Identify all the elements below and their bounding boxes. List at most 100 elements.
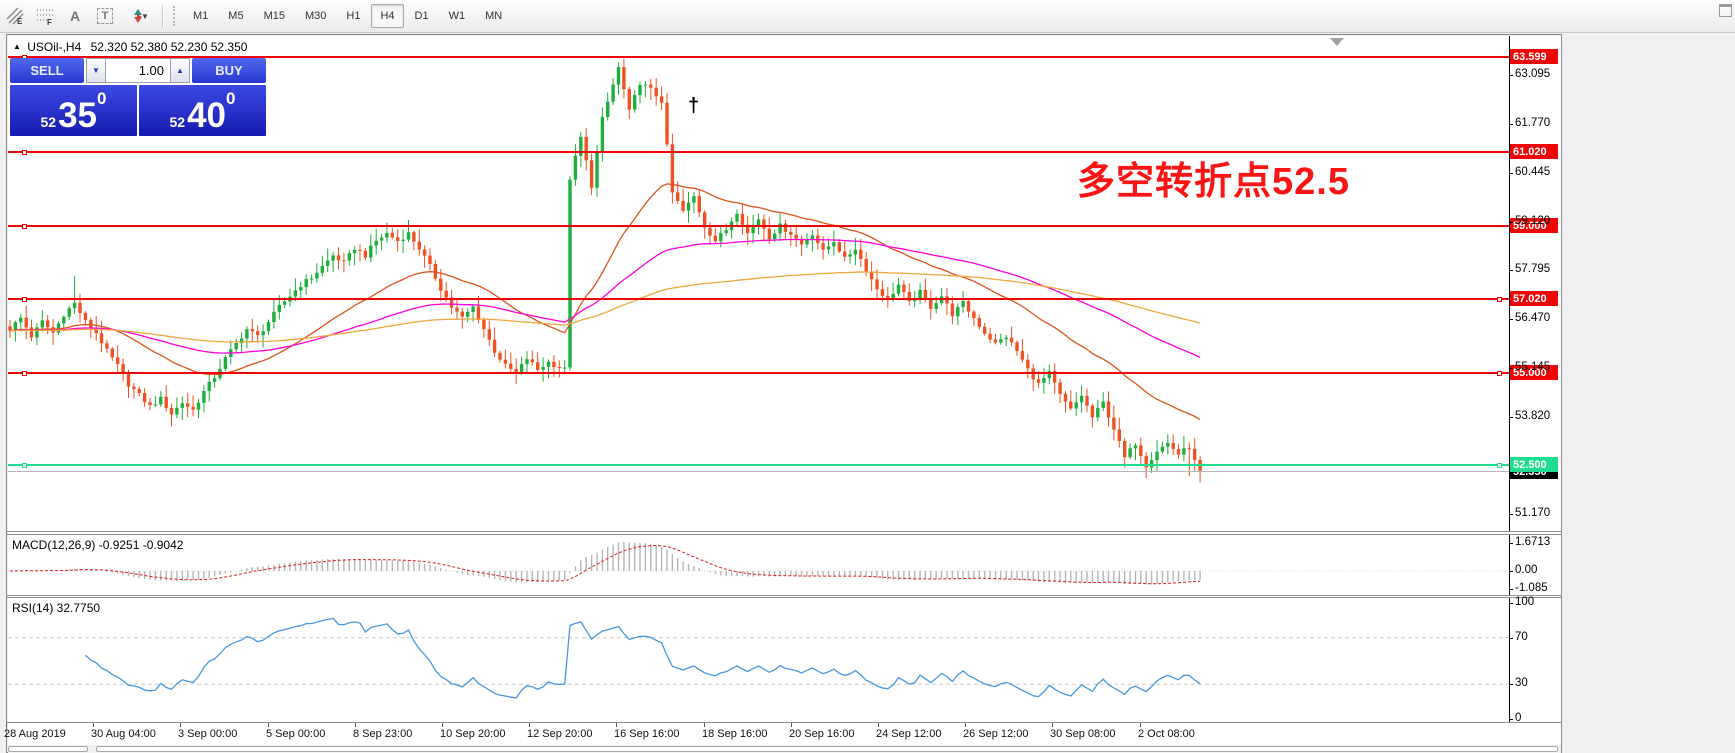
- text-tool-button[interactable]: A: [60, 4, 90, 28]
- pane-separator[interactable]: [7, 534, 1561, 535]
- rsi-tick-label: 100: [1515, 596, 1535, 608]
- arrows-tool-button[interactable]: ▼: [120, 4, 158, 28]
- hline-61.020[interactable]: [8, 151, 1509, 153]
- time-tick-mark: [1052, 723, 1053, 727]
- volume-decrease-button[interactable]: ▼: [86, 58, 106, 83]
- hline-55.000[interactable]: [8, 372, 1509, 374]
- time-tick-mark: [791, 723, 792, 727]
- scroll-to-end-icon[interactable]: [1330, 38, 1344, 46]
- svg-text:F: F: [47, 18, 52, 26]
- timeframe-mn-button[interactable]: MN: [485, 10, 503, 22]
- symbol-period-label: USOil-,H4: [27, 40, 82, 54]
- collapse-triangle-icon[interactable]: ▲: [13, 42, 21, 51]
- buy-price-big-figure: 52: [169, 114, 186, 130]
- timeframe-h4-button[interactable]: H4: [371, 4, 404, 28]
- price-tick-label: 57.795: [1515, 263, 1551, 275]
- price-level-badge: 55.000: [1510, 365, 1558, 380]
- hline-59.000[interactable]: [8, 225, 1509, 227]
- rsi-tick-label: 30: [1515, 677, 1528, 689]
- dropdown-caret-icon: ▼: [141, 11, 149, 21]
- hline-anchor[interactable]: [22, 150, 27, 155]
- macd-signal-line: [9, 544, 1201, 585]
- timeframe-m1-button[interactable]: M1: [193, 10, 209, 22]
- time-label: 26 Sep 12:00: [963, 728, 1029, 740]
- toolbar-separator: [162, 5, 164, 27]
- timeframe-m30-button[interactable]: M30: [304, 10, 327, 22]
- price-tick-label: 60.445: [1515, 166, 1551, 178]
- time-label: 30 Sep 08:00: [1050, 728, 1116, 740]
- hline-anchor[interactable]: [22, 224, 27, 229]
- hline-63.599[interactable]: [8, 56, 1509, 58]
- hline-52.500[interactable]: [8, 464, 1509, 466]
- pane-separator[interactable]: [7, 597, 1561, 598]
- price-axis-border[interactable]: [1509, 36, 1510, 531]
- macd-tick-label: -1.085: [1515, 582, 1548, 594]
- price-level-badge: 63.599: [1510, 49, 1558, 64]
- pane-separator[interactable]: [7, 531, 1561, 532]
- sell-button[interactable]: SELL: [10, 58, 84, 83]
- dagger-marker-icon[interactable]: †: [688, 95, 700, 117]
- hline-anchor[interactable]: [1497, 297, 1502, 302]
- price-level-badge: 52.500: [1510, 457, 1558, 472]
- time-tick-mark: [93, 723, 94, 727]
- ma-fast-line: [9, 183, 1201, 421]
- price-tick-mark: [1509, 222, 1513, 223]
- volume-increase-button[interactable]: ▲: [170, 58, 190, 83]
- price-level-badge: 59.000: [1510, 218, 1558, 233]
- label-tool-button[interactable]: T: [90, 4, 120, 28]
- rsi-tick-mark: [1509, 603, 1513, 604]
- hline-anchor[interactable]: [1497, 371, 1502, 376]
- time-tick-mark: [878, 723, 879, 727]
- buy-button[interactable]: BUY: [192, 58, 266, 83]
- rsi-chart[interactable]: [8, 598, 1509, 722]
- price-tick-mark: [1509, 514, 1513, 515]
- hline-57.020[interactable]: [8, 298, 1509, 300]
- grid-f-tool-button[interactable]: F: [30, 4, 60, 28]
- time-label: 16 Sep 16:00: [614, 728, 680, 740]
- macd-tick-label: 0.00: [1515, 564, 1538, 576]
- window-frame-top: [6, 34, 1562, 35]
- timeframe-m5-button[interactable]: M5: [228, 10, 244, 22]
- price-tick-mark: [1509, 75, 1513, 76]
- hline-anchor[interactable]: [22, 463, 27, 468]
- macd-tick-mark: [1509, 571, 1513, 572]
- price-tick-mark: [1509, 417, 1513, 418]
- timeframe-h1-button[interactable]: H1: [346, 10, 361, 22]
- sell-button-label: SELL: [30, 63, 64, 78]
- chart-text-annotation[interactable]: 多空转折点52.5: [1077, 161, 1350, 203]
- window-restore-icon[interactable]: [1719, 4, 1732, 17]
- price-tick-label: 51.170: [1515, 507, 1551, 519]
- macd-tick-mark: [1509, 589, 1513, 590]
- volume-stepper: ▼ ▲: [86, 58, 190, 83]
- price-tick-mark: [1509, 368, 1513, 369]
- scrollbar-thumb[interactable]: [96, 746, 1558, 752]
- toolbar-drag-handle[interactable]: [173, 6, 178, 26]
- macd-chart[interactable]: [8, 535, 1509, 594]
- hline-anchor[interactable]: [22, 371, 27, 376]
- time-tick-mark: [1140, 723, 1141, 727]
- timeframe-m15-button[interactable]: M15: [263, 10, 285, 22]
- buy-price-button[interactable]: 52 40 0: [139, 85, 266, 136]
- macd-tick-label: 1.6713: [1515, 536, 1551, 548]
- time-tick-mark: [965, 723, 966, 727]
- pane-separator[interactable]: [7, 595, 1561, 596]
- volume-input[interactable]: [106, 58, 170, 83]
- hline-anchor[interactable]: [22, 297, 27, 302]
- price-tick-label: 55.145: [1515, 361, 1551, 373]
- price-tick-mark: [1509, 124, 1513, 125]
- time-label: 10 Sep 20:00: [440, 728, 506, 740]
- timeframe-group: M1 M5 M15 M30 H1 H4 D1 W1 MN: [183, 4, 512, 28]
- sell-price-button[interactable]: 52 35 0: [10, 85, 137, 136]
- timeframe-w1-button[interactable]: W1: [448, 10, 466, 22]
- hline-anchor[interactable]: [1497, 463, 1502, 468]
- ma-mid-line: [9, 238, 1201, 358]
- window-frame-left: [6, 34, 7, 753]
- scrollbar-left-segment[interactable]: [8, 746, 88, 752]
- time-tick-mark: [529, 723, 530, 727]
- timeframe-d1-button[interactable]: D1: [414, 10, 429, 22]
- price-tick-label: 59.120: [1515, 215, 1551, 227]
- channel-e-tool-button[interactable]: E: [0, 4, 30, 28]
- time-label: 24 Sep 12:00: [876, 728, 942, 740]
- price-tick-mark: [1509, 319, 1513, 320]
- sell-price-pips: 35: [58, 96, 98, 135]
